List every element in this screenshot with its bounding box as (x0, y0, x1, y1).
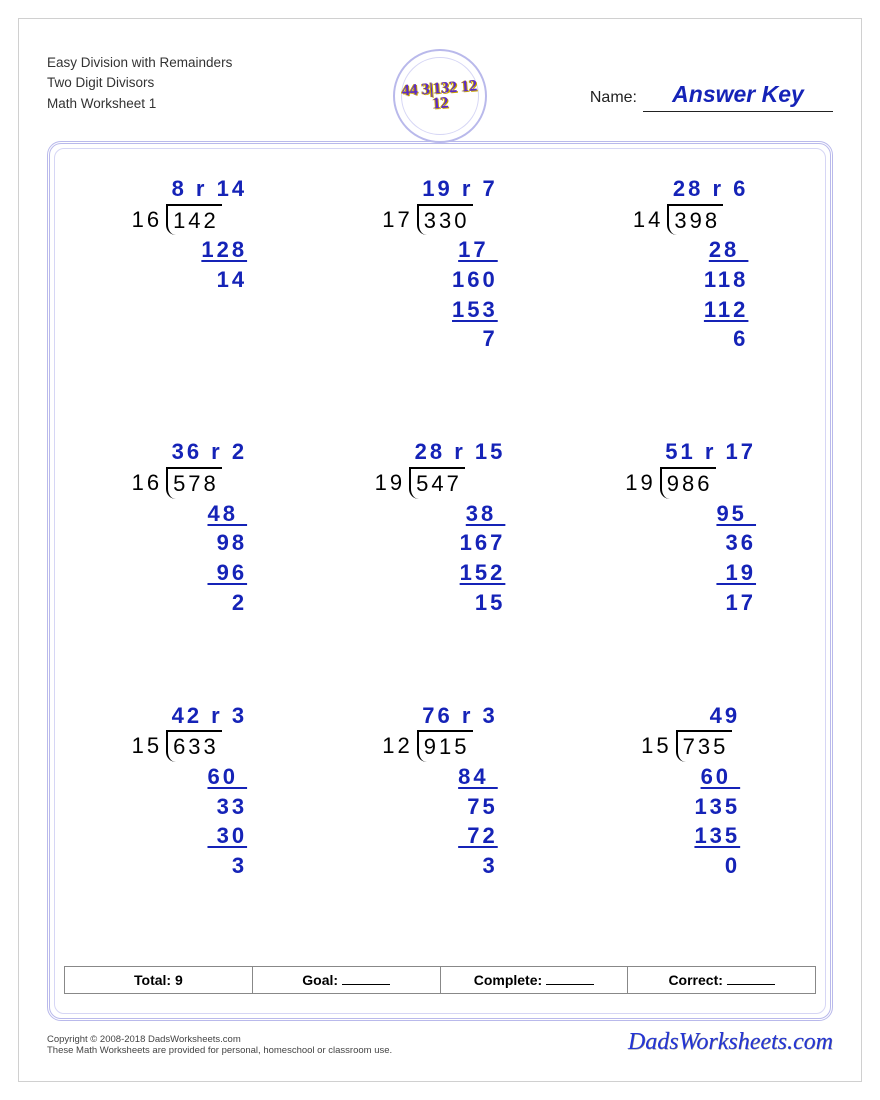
divisor: 15 (132, 731, 166, 761)
content-frame: 8 r 1416142128 1419 r 71733017 160153 72… (47, 141, 833, 1021)
title-block: Easy Division with Remainders Two Digit … (47, 53, 232, 114)
work-steps: 60 135135 0 (681, 762, 740, 881)
dividend: 142 (173, 208, 219, 233)
work-steps: 28 118112 6 (673, 235, 749, 354)
title-line-3: Math Worksheet 1 (47, 94, 232, 114)
problem-6: 51 r 1719 986 95 36 19 17 (565, 429, 816, 692)
divisor: 15 (641, 731, 675, 761)
problem-grid: 8 r 1416142128 1419 r 71733017 160153 72… (64, 166, 816, 956)
dividend: 398 (674, 208, 720, 233)
summary-complete: Complete: (441, 967, 629, 993)
summary-bar: Total: 9 Goal: Complete: Correct: (64, 966, 816, 994)
problem-9: 4915 735 60 135135 0 (565, 693, 816, 956)
footer-note: These Math Worksheets are provided for p… (47, 1045, 392, 1056)
summary-goal: Goal: (253, 967, 441, 993)
summary-total: Total: 9 (65, 967, 253, 993)
summary-correct: Correct: (628, 967, 815, 993)
quotient: 36 r 2 (172, 437, 248, 467)
copyright: Copyright © 2008-2018 DadsWorksheets.com (47, 1034, 392, 1045)
problem-5: 28 r 1519 547 38 167152 15 (315, 429, 566, 692)
problem-3: 28 r 614 39828 118112 6 (565, 166, 816, 429)
quotient: 76 r 3 (422, 701, 498, 731)
work-steps: 128 14 (172, 235, 248, 294)
work-steps: 60 33 30 3 (172, 762, 248, 881)
divisor: 16 (132, 205, 166, 235)
quotient: 28 r 6 (673, 174, 749, 204)
divisor: 16 (132, 468, 166, 498)
name-value: Answer Key (643, 81, 833, 112)
badge: 44 3|132 12 12 (393, 49, 487, 143)
problem-7: 42 r 315 633 60 33 30 3 (64, 693, 315, 956)
work-steps: 84 75 72 3 (422, 762, 498, 881)
work-steps: 38 167152 15 (415, 499, 506, 618)
dividend: 330 (424, 208, 470, 233)
footer: Copyright © 2008-2018 DadsWorksheets.com… (47, 1029, 833, 1056)
name-block: Name: Answer Key (590, 81, 833, 112)
divisor: 12 (382, 731, 416, 761)
divisor: 19 (625, 468, 659, 498)
work-steps: 17 160153 7 (422, 235, 498, 354)
divisor: 19 (375, 468, 409, 498)
quotient: 19 r 7 (422, 174, 498, 204)
divisor: 14 (633, 205, 667, 235)
work-steps: 95 36 19 17 (665, 499, 756, 618)
quotient: 51 r 17 (665, 437, 756, 467)
badge-icon: 44 3|132 12 12 (401, 78, 479, 114)
quotient: 8 r 14 (172, 174, 248, 204)
dividend: 735 (683, 734, 729, 759)
quotient: 49 (681, 701, 740, 731)
dividend: 547 (416, 471, 462, 496)
problem-1: 8 r 1416 142128 14 (64, 166, 315, 429)
title-line-2: Two Digit Divisors (47, 73, 232, 93)
worksheet-page: Easy Division with Remainders Two Digit … (18, 18, 862, 1082)
problem-2: 19 r 717 33017 160153 7 (315, 166, 566, 429)
header: Easy Division with Remainders Two Digit … (47, 41, 833, 141)
quotient: 28 r 15 (415, 437, 506, 467)
work-steps: 48 98 96 2 (172, 499, 248, 618)
quotient: 42 r 3 (172, 701, 248, 731)
dividend: 578 (173, 471, 219, 496)
dividend: 986 (667, 471, 713, 496)
title-line-1: Easy Division with Remainders (47, 53, 232, 73)
brand-logo: DadsWorksheets.com (628, 1029, 833, 1056)
footer-left: Copyright © 2008-2018 DadsWorksheets.com… (47, 1034, 392, 1056)
problem-4: 36 r 216 578 48 98 96 2 (64, 429, 315, 692)
problem-8: 76 r 312 915 84 75 72 3 (315, 693, 566, 956)
dividend: 633 (173, 734, 219, 759)
dividend: 915 (424, 734, 470, 759)
divisor: 17 (382, 205, 416, 235)
name-label: Name: (590, 89, 637, 107)
